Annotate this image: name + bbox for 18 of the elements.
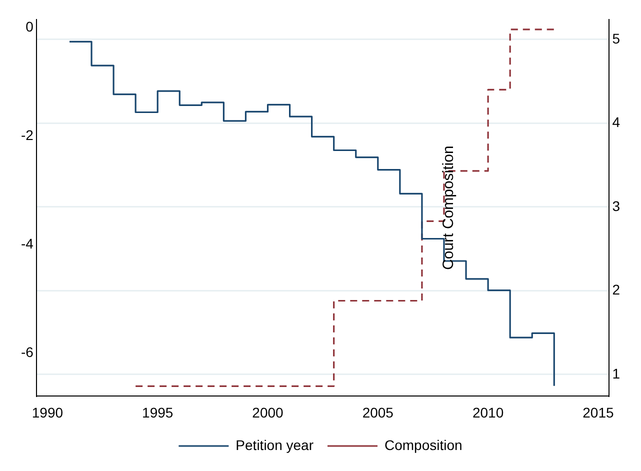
x-tick-label: 2015 xyxy=(582,404,614,420)
x-tick-label: 1990 xyxy=(32,404,64,420)
y-tick-label: 0 xyxy=(26,18,34,34)
y2-tick-label: 2 xyxy=(612,282,620,298)
y-tick-label: -6 xyxy=(20,344,34,360)
x-tick-label: 2005 xyxy=(362,404,394,420)
x-tick-label: 1995 xyxy=(142,404,174,420)
legend-label: Composition xyxy=(384,436,462,453)
x-tick-label: 2010 xyxy=(472,404,504,420)
legend-label: Petition year xyxy=(236,436,314,453)
y2-tick-label: 1 xyxy=(612,365,620,382)
y2-tick-label: 5 xyxy=(612,30,620,46)
x-tick-label: 2000 xyxy=(252,404,284,420)
y2-tick-label: 4 xyxy=(612,114,620,130)
annotation: Court Composition xyxy=(440,146,457,270)
y2-tick-label: 3 xyxy=(612,198,620,214)
y-tick-label: -4 xyxy=(20,236,34,252)
y-tick-label: -2 xyxy=(20,126,34,143)
